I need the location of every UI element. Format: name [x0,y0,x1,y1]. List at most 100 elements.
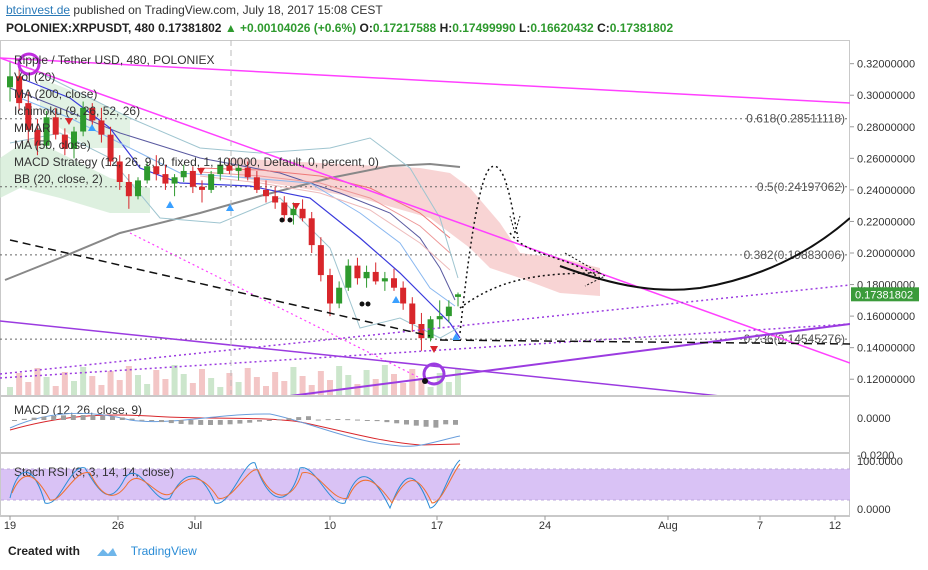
candle-body [135,180,141,197]
macd-hist-bar [159,420,164,423]
macd-hist-bar [423,420,429,427]
candle-body [34,129,41,146]
volume-bar [290,367,297,395]
svg-text:0.0000: 0.0000 [857,504,891,516]
x-tick-label: Jul [188,520,202,532]
candle-body [391,278,397,288]
stoch-label: Stoch RSI (3, 3, 14, 14, close) [14,465,174,479]
macd-hist-bar [433,420,439,428]
volume-bar [16,373,23,395]
macd-hist-bar [208,420,213,425]
volume-bar [272,372,279,395]
volume-bar [80,367,87,395]
macd-hist-bar [12,420,17,421]
legend-vol: Vol (20) [14,70,55,84]
main-pane[interactable] [0,40,850,396]
price-chart[interactable]: 0.618(0.28511118) 0.5(0.24197062) 0.382(0.… [0,38,928,538]
candles [7,60,461,351]
candle-body [125,182,132,197]
volume-bar [162,379,169,395]
candle-body [71,131,77,149]
macd-pane[interactable] [0,396,850,453]
sell-signal-arrows [65,118,438,353]
volume-bar [235,382,242,395]
change-arrow-icon: ▲ [224,21,237,35]
close-value: 0.17381802 [609,21,674,35]
macd-hist-bar [315,419,321,421]
candle-body [208,174,215,190]
macd-hist-bar [247,420,253,423]
svg-text:100.0000: 100.0000 [857,456,903,468]
ohlc-line: POLONIEX:XRPUSDT, 480 0.17381802 ▲ +0.00… [6,21,674,35]
publish-line: btcinvest.de published on TradingView.co… [6,3,383,17]
macd-hist-bar [129,418,135,420]
macd-hist-bar [217,420,223,425]
volume-bar [427,387,434,395]
macd-hist-bar [61,415,66,420]
volume-bar [98,385,105,395]
volume-bar [354,384,361,395]
volume-bar [418,378,425,395]
volume-bar [107,371,114,395]
macd-hist-bar [139,419,145,421]
y-tick-label: 0.22000000 [857,216,915,228]
symbol-text: POLONIEX:XRPUSDT, 480 [6,21,155,35]
volume-bar [199,369,205,395]
macd-hist-bar [266,420,272,421]
candle-body [272,196,279,203]
macd-hist-bar [41,416,47,420]
candle-body [189,170,196,187]
indicator-legend: Ripple / Tether USD, 480, POLONIEX Vol (… [14,53,379,186]
volume-bar [455,368,461,395]
volume-bar [244,368,251,395]
volume-bar [34,368,41,395]
candle-body [281,202,288,216]
macd-hist-bar [276,419,282,421]
change-text: +0.00104026 (+0.6%) [240,21,357,35]
tradingview-brand[interactable]: TradingView [130,544,197,558]
volume-bar [180,374,187,395]
volume-bar [363,370,370,395]
candle-body [345,265,352,288]
macd-hist-bar [355,419,360,421]
fib-level-label: 0.5(0.24197062) [757,180,845,194]
macd-hist-bar [31,417,37,420]
candle-body [354,265,361,279]
open-value: 0.17217588 [372,21,437,35]
macd-hist-bar [286,418,292,420]
macd-hist-bar [384,420,390,423]
fib-level-label: 0.618(0.28511118) [746,112,845,126]
pink-trendline-top [0,57,850,104]
volume-bar [52,386,59,395]
macd-hist-bar [80,415,86,420]
candle-body [235,167,242,171]
candle-body [144,166,151,181]
price-axis: 0.120000000.140000000.160000000.18000000… [850,59,915,386]
candle-body [52,117,59,135]
high-value: 0.17499990 [452,21,516,35]
site-link[interactable]: btcinvest.de [6,3,71,17]
candle-body [372,271,379,282]
candle-body [89,107,96,121]
candle-body [98,120,105,135]
legend-title: Ripple / Tether USD, 480, POLONIEX [14,53,215,67]
y-tick-label: 0.32000000 [857,59,915,71]
volume-bar [71,381,77,395]
volume-bar [153,370,160,395]
macd-label: MACD (12, 26, close, 9) [14,403,142,417]
svg-text:0.0000: 0.0000 [857,413,891,425]
y-tick-label: 0.16000000 [857,311,915,323]
candle-body [400,287,407,304]
svg-text:0.17381802: 0.17381802 [855,289,913,301]
fib-level-label: 0.382(0.19883006) [744,248,845,262]
macd-hist-bar [149,420,155,421]
volume-bar [391,374,397,395]
volume-bar [171,365,178,395]
y-tick-label: 0.14000000 [857,343,915,355]
volume-bar [116,380,123,395]
volume-bar [217,387,224,395]
volume-bar [381,365,388,395]
candle-body [153,166,160,175]
candle-body [16,76,23,104]
candle-body [336,287,343,304]
